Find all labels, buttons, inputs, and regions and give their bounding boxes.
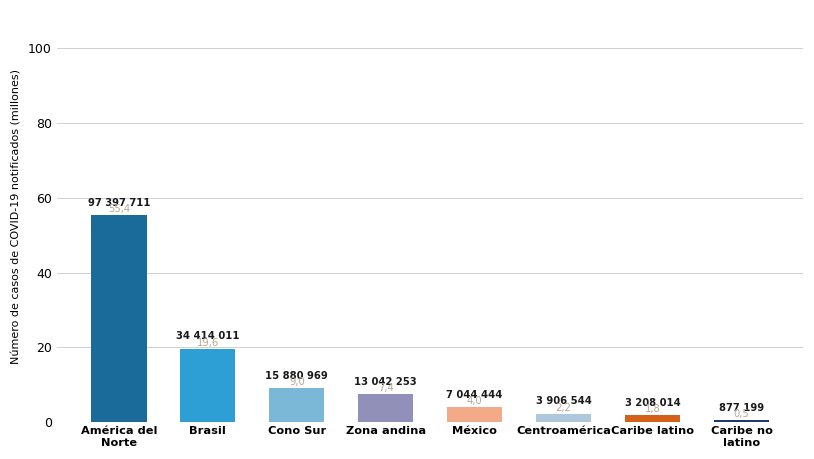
Text: 3 906 544: 3 906 544 bbox=[536, 397, 592, 406]
Text: 13 042 253: 13 042 253 bbox=[354, 377, 417, 387]
Bar bbox=[625, 415, 680, 422]
Text: 19,6: 19,6 bbox=[197, 338, 219, 348]
Text: 97 397 711: 97 397 711 bbox=[88, 198, 151, 207]
Text: 1,8: 1,8 bbox=[645, 404, 660, 414]
Bar bbox=[358, 394, 414, 422]
Text: 2,2: 2,2 bbox=[556, 403, 571, 413]
Bar bbox=[536, 414, 591, 422]
Text: 9,0: 9,0 bbox=[289, 377, 304, 387]
Text: 34 414 011: 34 414 011 bbox=[176, 331, 239, 341]
Text: 4,0: 4,0 bbox=[467, 396, 483, 406]
Text: 3 208 014: 3 208 014 bbox=[624, 398, 681, 408]
Bar bbox=[447, 407, 502, 422]
Text: 15 880 969: 15 880 969 bbox=[265, 371, 328, 381]
Y-axis label: Número de casos de COVID-19 notificados (millones): Número de casos de COVID-19 notificados … bbox=[11, 69, 21, 364]
Bar bbox=[91, 215, 147, 422]
Text: 877 199: 877 199 bbox=[719, 403, 764, 413]
Bar bbox=[714, 420, 769, 422]
Bar bbox=[180, 349, 235, 422]
Text: 7 044 444: 7 044 444 bbox=[446, 390, 503, 400]
Text: 0,5: 0,5 bbox=[733, 409, 750, 419]
Text: 55,4: 55,4 bbox=[108, 204, 130, 214]
Text: 7,4: 7,4 bbox=[378, 383, 394, 393]
Bar bbox=[269, 388, 324, 422]
